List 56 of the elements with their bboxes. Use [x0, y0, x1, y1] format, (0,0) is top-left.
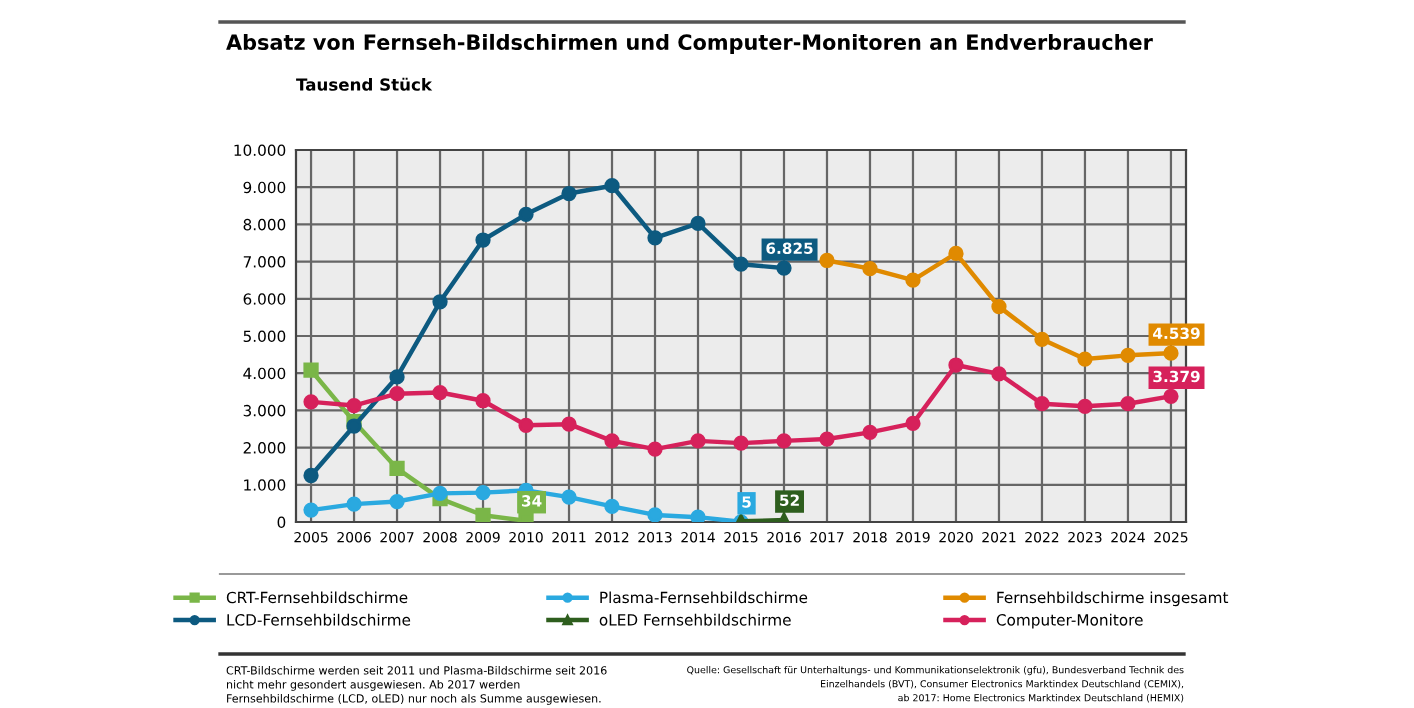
point [1120, 396, 1136, 412]
point [776, 260, 792, 276]
point [1120, 347, 1136, 363]
point [905, 272, 921, 288]
point [690, 433, 706, 449]
point [346, 496, 362, 512]
point [690, 215, 706, 231]
point [776, 433, 792, 449]
point [733, 435, 749, 451]
point [389, 386, 405, 402]
point [862, 424, 878, 440]
point [303, 467, 319, 484]
point [948, 245, 964, 262]
point [303, 362, 319, 378]
point [647, 507, 663, 522]
point [561, 489, 577, 505]
point [819, 252, 835, 269]
point [862, 261, 878, 277]
point [647, 230, 663, 246]
point [604, 498, 620, 515]
point [1034, 396, 1050, 412]
point [991, 366, 1007, 382]
point [346, 397, 362, 414]
point [303, 502, 319, 518]
point [604, 178, 620, 194]
point [475, 393, 491, 409]
point [1163, 345, 1179, 361]
point [1163, 388, 1179, 404]
y-axis-title: Tausend Stück [296, 77, 433, 91]
point [948, 357, 964, 373]
point [303, 394, 319, 410]
point [389, 369, 405, 385]
point [561, 416, 577, 432]
point [1077, 398, 1093, 414]
point [432, 384, 448, 401]
point [518, 206, 534, 222]
chart-title: Absatz von Fernseh-Bildschirmen und Computer-Monitoren an Endverbraucher [226, 33, 1153, 55]
point [1077, 351, 1093, 367]
point [432, 294, 448, 310]
point [905, 415, 921, 432]
point [647, 441, 663, 457]
point [518, 417, 534, 433]
point [475, 507, 491, 522]
point [690, 509, 706, 522]
point [389, 460, 405, 477]
point [475, 484, 491, 501]
point [346, 418, 362, 434]
point [1034, 331, 1050, 347]
point [561, 185, 577, 202]
point [991, 298, 1007, 315]
point [604, 433, 620, 449]
point [389, 493, 405, 510]
point [475, 232, 491, 248]
point [819, 431, 835, 447]
point [733, 256, 749, 272]
point [432, 485, 448, 501]
